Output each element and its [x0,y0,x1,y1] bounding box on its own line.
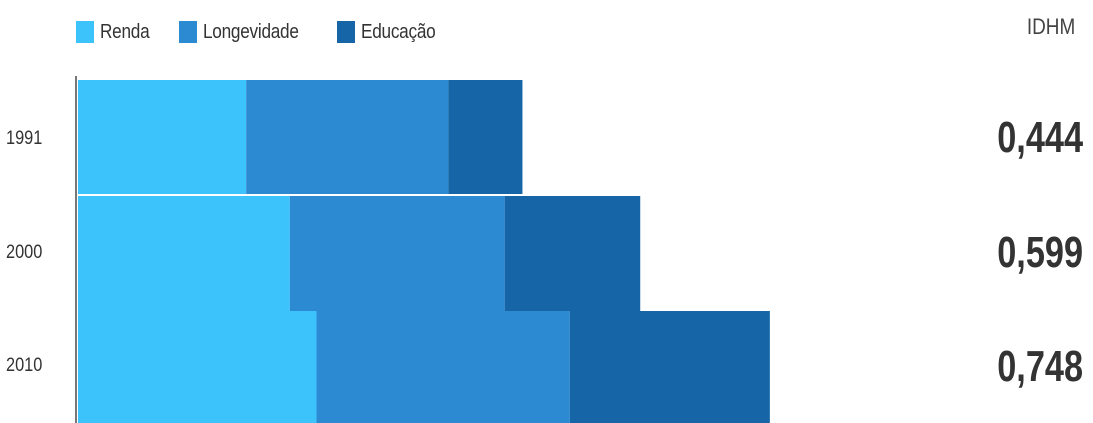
legend-swatch-renda [76,21,94,43]
legend-item-renda: Renda [76,21,157,44]
year-label-2000: 2000 [6,242,43,263]
bar-renda-1991 [78,80,247,194]
idhm-header: IDHM [1026,14,1075,39]
bar-educao-2010 [569,311,770,423]
legend-swatch-longevidade [179,21,198,43]
legend-item-educacao: Educação [336,20,448,44]
legend-swatch-educacao [336,21,355,43]
idhm-value-2010: 0,748 [997,342,1083,391]
bar-educao-1991 [448,80,523,194]
legend-label-educacao: Educação [360,20,436,43]
legend-label-renda: Renda [100,20,150,43]
bar-renda-2000 [78,196,290,311]
bar-longevidade-2010 [316,311,570,423]
year-label-1991: 1991 [6,128,43,149]
legend-label-longevidade: Longevidade [203,20,300,43]
year-label-2010: 2010 [6,355,43,376]
bar-educao-2000 [504,196,641,311]
idhm-value-1991: 0,444 [997,113,1083,162]
legend-item-longevidade: Longevidade [179,21,314,44]
bar-longevidade-1991 [246,80,449,194]
bar-renda-2010 [78,311,317,423]
bar-longevidade-2000 [289,196,505,311]
legend: Renda Longevidade Educação [76,18,447,46]
idhm-value-2000: 0,599 [997,228,1083,277]
